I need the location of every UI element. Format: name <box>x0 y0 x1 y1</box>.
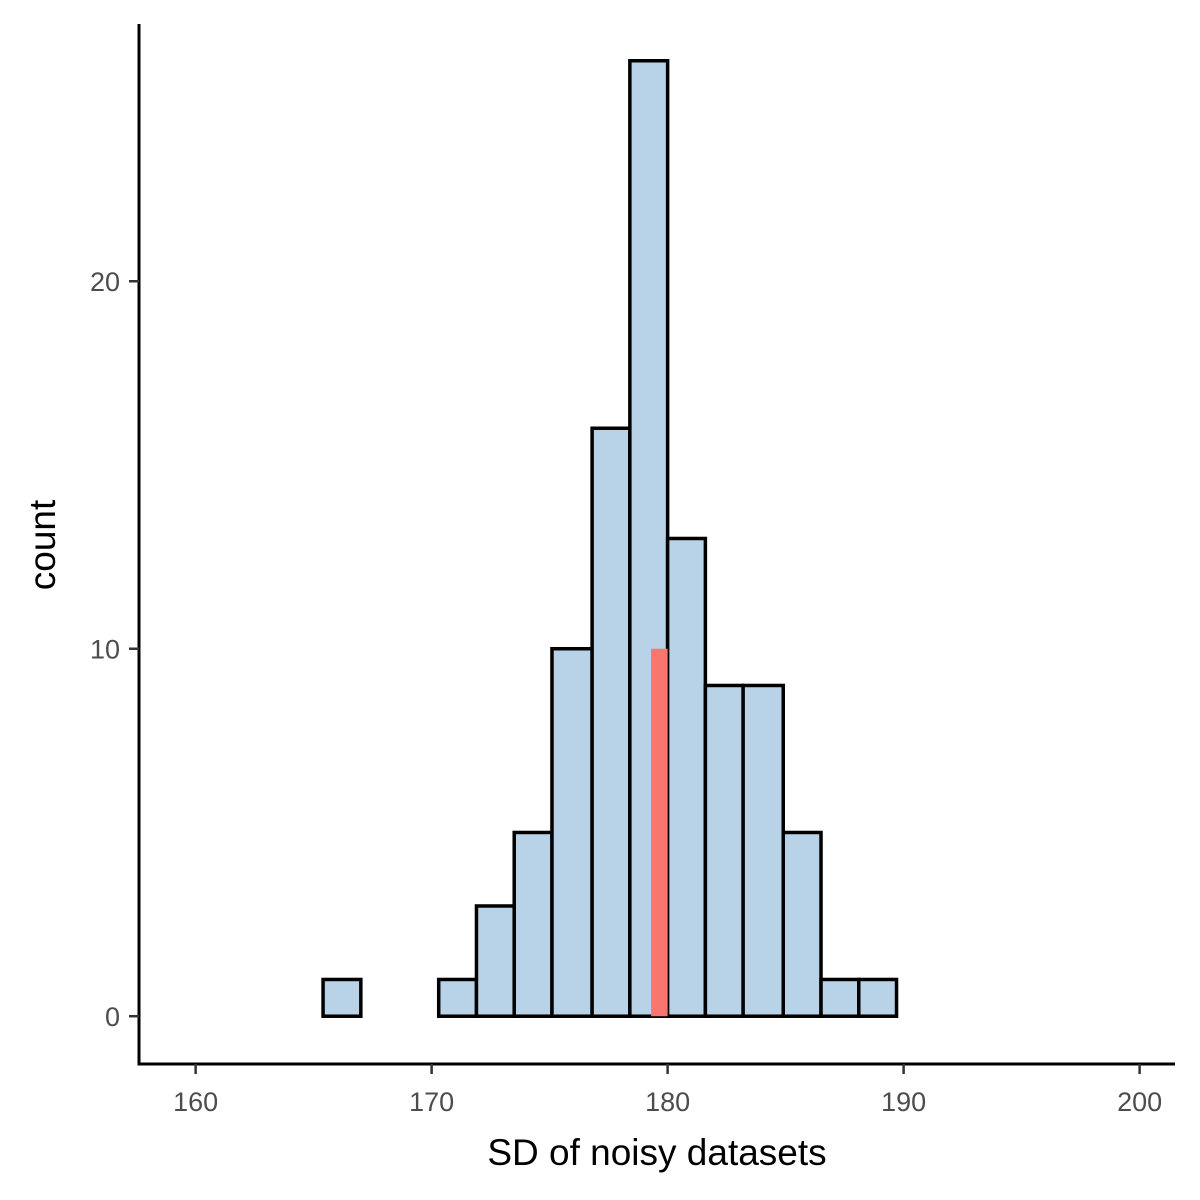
x-tick-label-180: 180 <box>645 1087 690 1117</box>
histogram-bar-12 <box>781 830 823 1018</box>
histogram-bar-4 <box>474 904 516 1018</box>
histogram-bar-8 <box>628 58 670 1018</box>
x-tick-label-200: 200 <box>1117 1087 1162 1117</box>
y-tick-label-10: 10 <box>90 635 120 665</box>
histogram-bar-9 <box>665 536 708 1018</box>
highlight-bar <box>651 648 668 1017</box>
histogram-bar-11 <box>741 683 786 1018</box>
histogram-bar-0 <box>321 977 363 1018</box>
x-tick-label-160: 160 <box>173 1087 218 1117</box>
y-axis-title: count <box>22 499 63 590</box>
x-tick-label-170: 170 <box>409 1087 454 1117</box>
histogram-bar-10 <box>703 683 745 1018</box>
y-tick-label-0: 0 <box>105 1002 120 1032</box>
histogram-bar-7 <box>590 426 632 1018</box>
histogram-bar-5 <box>512 830 554 1018</box>
axes: 160 170 180 190 200 0 10 20 <box>90 24 1175 1117</box>
histogram-bar-14 <box>857 977 899 1018</box>
histogram-bar-6 <box>550 646 594 1018</box>
y-tick-label-20: 20 <box>90 267 120 297</box>
highlight-layer <box>651 648 668 1017</box>
histogram-bar-13 <box>819 977 861 1018</box>
histogram-bar-3 <box>436 977 479 1018</box>
x-axis-title: SD of noisy datasets <box>487 1132 826 1173</box>
x-tick-label-190: 190 <box>881 1087 926 1117</box>
histogram-bars <box>321 58 899 1018</box>
